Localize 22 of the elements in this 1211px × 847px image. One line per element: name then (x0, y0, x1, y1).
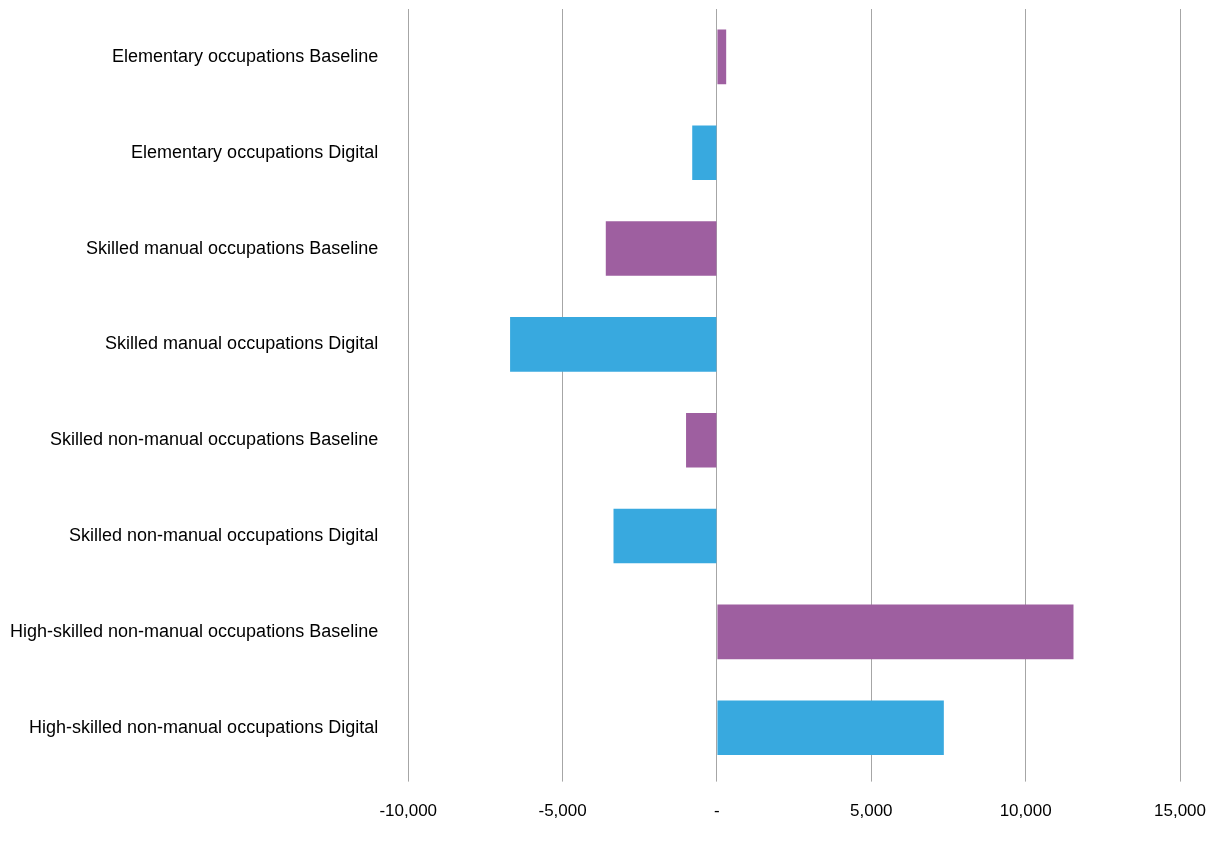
bar (717, 700, 944, 755)
x-tick-label: - (714, 801, 720, 821)
bar (686, 412, 717, 468)
bar (510, 317, 717, 372)
y-tick-label: Skilled manual occupations Baseline (86, 237, 379, 258)
x-tick-label: -10,000 (379, 801, 438, 821)
y-tick-label: Elementary occupations Digital (131, 141, 379, 162)
y-tick-label: Elementary occupations Baseline (112, 45, 379, 66)
x-tick-label: 15,000 (1154, 801, 1206, 821)
y-tick-label: High-skilled non-manual occupations Digital (29, 716, 379, 737)
bar (605, 221, 717, 276)
y-tick-label: Skilled manual occupations Digital (105, 333, 379, 354)
bar (613, 508, 717, 564)
y-tick-label: High-skilled non-manual occupations Baseline (9, 620, 379, 641)
bar (717, 604, 1074, 660)
x-tick-label: 5,000 (850, 801, 893, 821)
x-tick-label: -5,000 (538, 801, 587, 821)
y-tick-label: Skilled non-manual occupations Baseline (50, 429, 379, 450)
bar (717, 29, 727, 85)
y-tick-label: Skilled non-manual occupations Digital (69, 525, 379, 546)
bar (692, 125, 717, 181)
x-tick-label: 10,000 (999, 801, 1052, 821)
